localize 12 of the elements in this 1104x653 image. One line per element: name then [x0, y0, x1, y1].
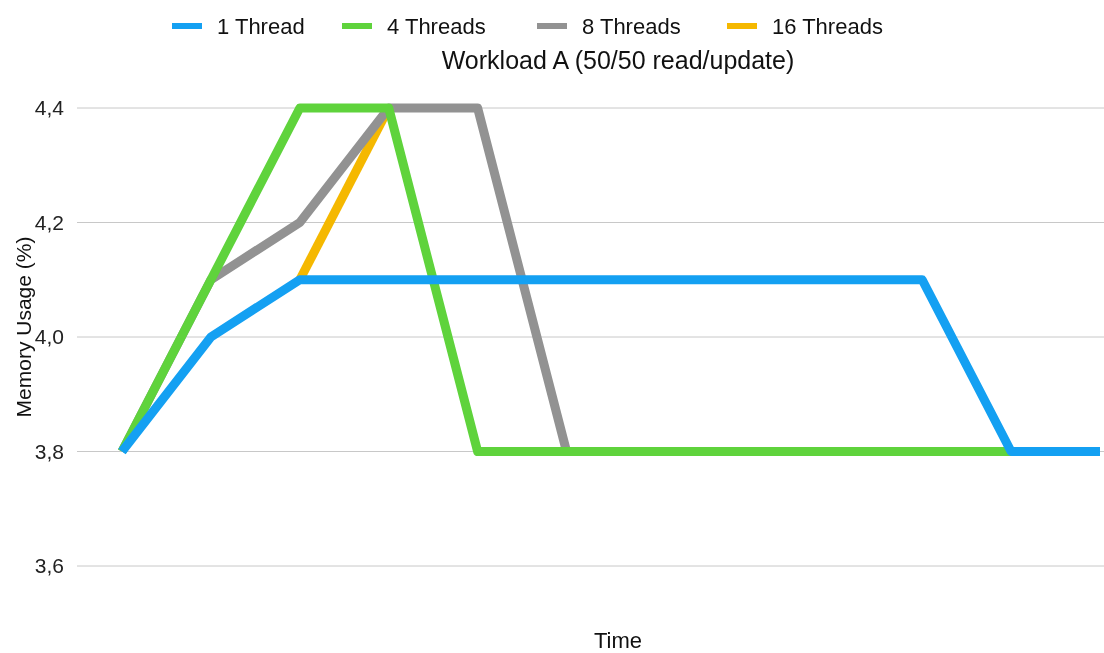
y-tick-label: 4,0 — [34, 325, 64, 349]
legend-label: 16 Threads — [772, 13, 883, 39]
legend-label: 8 Threads — [582, 13, 681, 39]
y-tick-label: 3,6 — [34, 554, 64, 578]
y-tick-label: 4,4 — [34, 96, 65, 120]
y-tick-label: 4,2 — [34, 210, 64, 234]
y-tick-label: 3,8 — [34, 439, 64, 463]
x-axis-title: Time — [593, 627, 643, 653]
legend-label: 4 Threads — [387, 13, 486, 39]
y-axis-title: Memory Usage (%) — [12, 236, 36, 418]
chart-title: Workload A (50/50 read/update) — [441, 45, 795, 74]
legend-label: 1 Thread — [217, 13, 305, 39]
